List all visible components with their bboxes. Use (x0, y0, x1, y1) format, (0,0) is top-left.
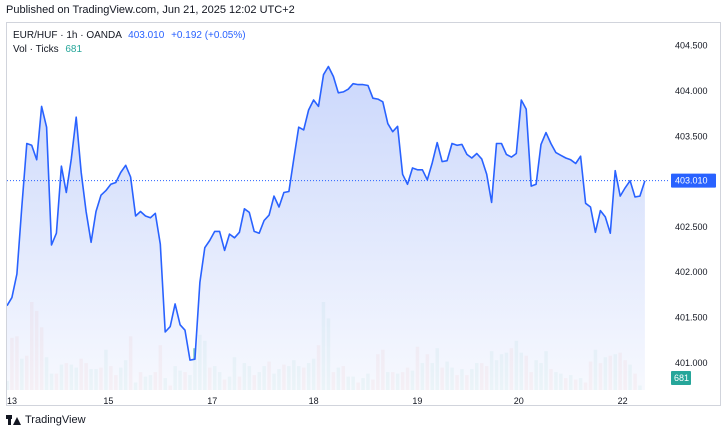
volume-badge-label: 681 (674, 373, 689, 383)
last-price-badge (671, 173, 716, 188)
chart-panel[interactable]: 404.500404.000403.500403.000402.500402.0… (6, 22, 721, 406)
x-tick-label: 13 (7, 396, 17, 406)
x-tick-label: 15 (103, 396, 113, 406)
y-tick-label: 403.500 (675, 131, 708, 141)
y-tick-label: 404.000 (675, 86, 708, 96)
last-price-badge-label: 403.010 (675, 176, 708, 186)
x-tick-label: 17 (207, 396, 217, 406)
price-line (7, 65, 646, 361)
y-tick-label: 402.000 (675, 267, 708, 277)
tradingview-logo-icon (6, 415, 21, 425)
price-area (7, 66, 645, 390)
price-chart[interactable]: 404.500404.000403.500403.000402.500402.0… (7, 23, 721, 406)
brand-name: TradingView (25, 414, 86, 426)
x-tick-label: 20 (514, 396, 524, 406)
last-price-value: 403.010 (128, 30, 165, 41)
y-tick-label: 402.500 (675, 222, 708, 232)
y-tick-label: 401.000 (675, 358, 708, 368)
published-caption: Published on TradingView.com, Jun 21, 20… (6, 4, 295, 16)
y-tick-label: 401.500 (675, 313, 708, 323)
chart-legend: EUR/HUF · 1h · OANDA 403.010 +0.192 (+0.… (13, 29, 246, 57)
symbol-label[interactable]: EUR/HUF · 1h · OANDA (13, 30, 122, 41)
x-tick-label: 22 (618, 396, 628, 406)
x-tick-label: 18 (309, 396, 319, 406)
price-change-value: +0.192 (+0.05%) (171, 30, 246, 41)
volume-label[interactable]: Vol · Ticks (13, 44, 59, 55)
volume-badge (671, 371, 691, 385)
y-tick-label: 404.500 (675, 41, 708, 51)
volume-value: 681 (65, 44, 83, 55)
footer-brand: TradingView (6, 414, 86, 426)
x-tick-label: 19 (412, 396, 422, 406)
